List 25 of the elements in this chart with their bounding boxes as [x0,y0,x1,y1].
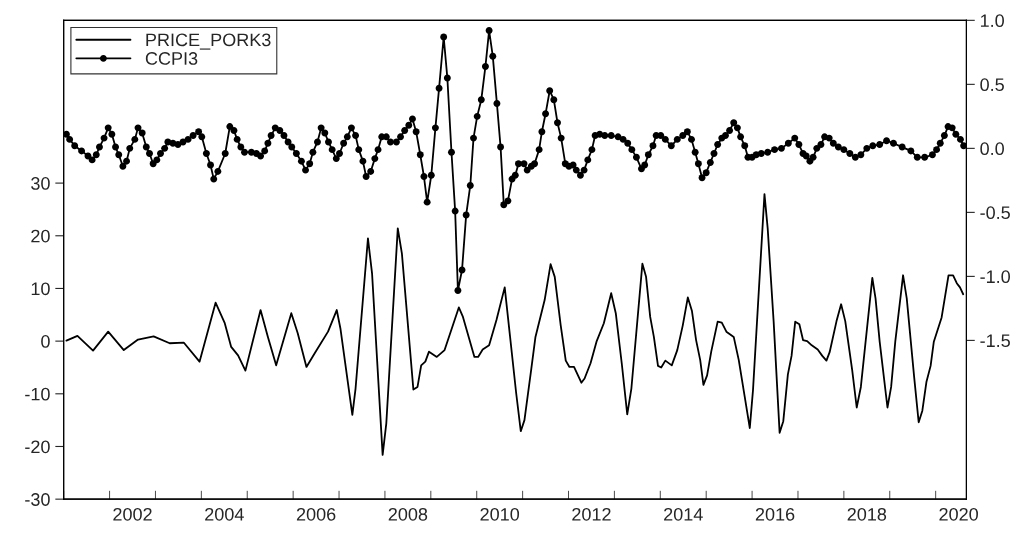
x-tick-label: 2004 [205,507,244,521]
y-tick-label: -30 [25,493,50,506]
y-tick-label: 20 [31,229,50,243]
y2-tick-label: -1.0 [980,270,1011,284]
x-tick-label: 2010 [480,507,520,521]
y2-tick-label: -0.5 [980,206,1010,220]
legend-label: CCPI3 [145,52,198,65]
y2-tick-label: 0.0 [980,142,1004,156]
x-tick-label: 2016 [755,507,795,521]
y2-tick-label: 1.0 [980,14,1004,28]
y-tick-label: -20 [25,440,50,454]
x-tick-label: 2008 [388,507,428,521]
x-tick-label: 2014 [664,507,703,521]
x-tick-label: 2020 [939,507,978,521]
legend-label: PRICE_PORK3 [146,33,271,50]
y2-tick-label: 0.5 [980,78,1004,92]
y-tick-label: 10 [31,282,50,296]
x-tick-label: 2006 [296,507,336,521]
y-tick-label: 30 [31,177,50,190]
y-tick-label: 0 [41,335,50,348]
x-tick-label: 2012 [572,507,611,521]
y2-tick-label: -1.5 [980,334,1010,348]
x-tick-label: 2018 [847,507,887,521]
x-tick-label: 2002 [113,507,152,521]
y-tick-label: -10 [25,387,50,401]
